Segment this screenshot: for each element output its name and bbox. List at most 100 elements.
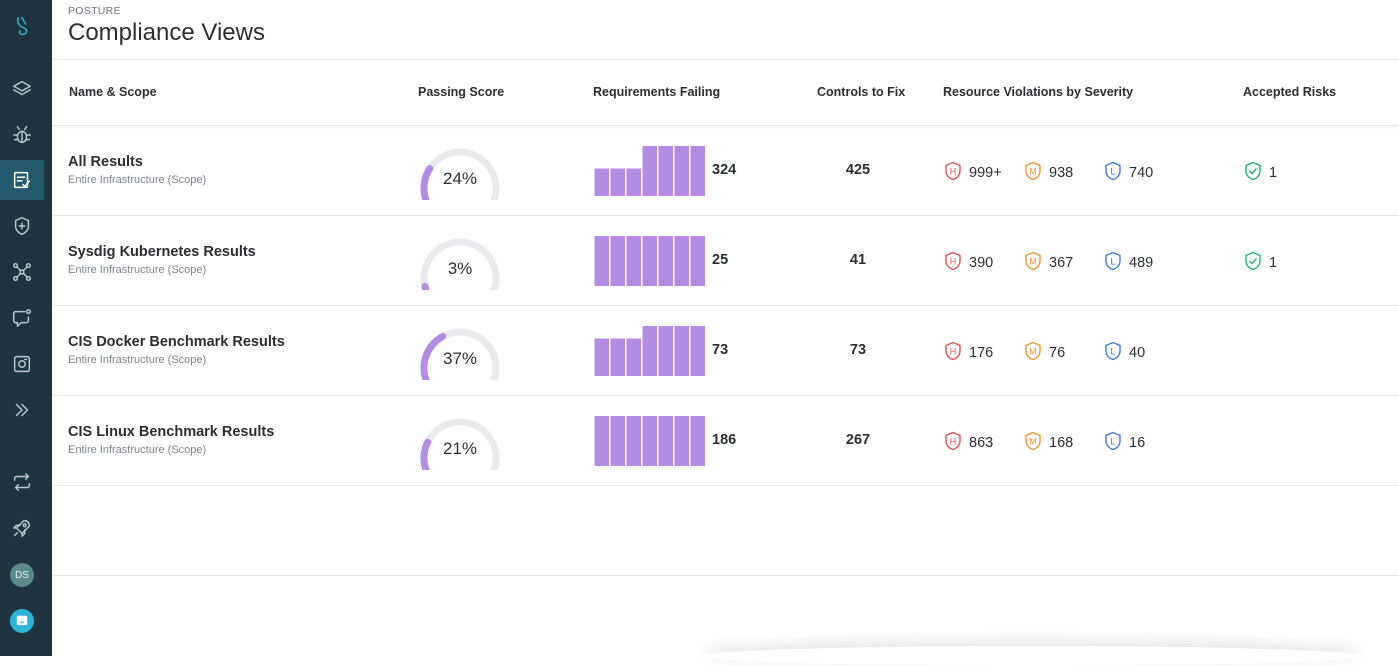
accepted-risks[interactable]: 1 — [1244, 161, 1277, 185]
svg-text:H: H — [950, 257, 957, 267]
gauge-arc — [420, 418, 500, 474]
controls-to-fix-count: 41 — [849, 252, 867, 268]
svg-text:M: M — [1029, 437, 1037, 447]
medium-severity-icon: M — [1024, 341, 1049, 365]
failing-bar — [626, 338, 641, 376]
passing-score-value: 3% — [447, 259, 473, 278]
severity-high[interactable]: H 176 — [944, 341, 993, 365]
chat-alert-icon[interactable] — [0, 298, 44, 338]
severity-low[interactable]: L 40 — [1104, 341, 1145, 365]
row-name[interactable]: CIS Linux Benchmark Results — [68, 424, 275, 440]
page-header: POSTURE Compliance Views — [52, 0, 1399, 60]
severity-high[interactable]: H 390 — [944, 251, 993, 275]
accepted-risks[interactable]: 1 — [1244, 251, 1277, 275]
svg-text:M: M — [1029, 347, 1037, 357]
failing-bar — [626, 168, 641, 196]
passing-score-gauge: 37% — [416, 324, 504, 384]
medium-severity-icon: M — [1024, 161, 1049, 185]
failing-bar — [658, 146, 673, 196]
medium-severity-icon: M — [1024, 431, 1049, 455]
high-count: 390 — [969, 255, 994, 271]
svg-text:L: L — [1110, 437, 1115, 447]
failing-bar — [690, 146, 705, 196]
passing-score-gauge: 24% — [416, 144, 504, 204]
low-count: 40 — [1129, 345, 1146, 361]
chat-icon[interactable] — [10, 609, 34, 633]
bug-icon[interactable] — [0, 115, 44, 155]
failing-bar — [674, 326, 689, 376]
row-scope: Entire Infrastructure (Scope) — [68, 444, 207, 456]
requirements-failing-count: 186 — [712, 432, 737, 448]
failing-bar — [594, 338, 609, 376]
requirements-failing-chart — [594, 416, 705, 466]
col-passing-score[interactable]: Passing Score — [418, 85, 505, 99]
gauge-arc — [420, 328, 500, 384]
controls-to-fix-count: 73 — [849, 342, 867, 358]
failing-bar — [610, 416, 625, 466]
failing-bar — [658, 326, 673, 376]
table-row[interactable]: CIS Linux Benchmark Results Entire Infra… — [52, 396, 1399, 486]
failing-bar — [658, 236, 673, 286]
medium-count: 367 — [1049, 255, 1074, 271]
compliance-icon[interactable] — [0, 160, 44, 200]
shield-plus-icon[interactable] — [0, 206, 44, 246]
low-severity-icon: L — [1104, 251, 1129, 275]
low-count: 740 — [1129, 165, 1154, 181]
row-scope: Entire Infrastructure (Scope) — [68, 354, 207, 366]
failing-bar — [626, 416, 641, 466]
table-row[interactable]: All Results Entire Infrastructure (Scope… — [52, 126, 1399, 216]
col-name-scope[interactable]: Name & Scope — [69, 85, 157, 99]
severity-low[interactable]: L 740 — [1104, 161, 1153, 185]
gauge-fill — [420, 165, 434, 204]
sync-icon[interactable] — [0, 462, 44, 502]
severity-medium[interactable]: M 938 — [1024, 161, 1073, 185]
low-severity-icon: L — [1104, 161, 1129, 185]
expand-icon[interactable] — [0, 390, 44, 430]
failing-bar — [690, 416, 705, 466]
rocket-icon[interactable] — [0, 508, 44, 548]
high-count: 176 — [969, 345, 994, 361]
gauge-fill — [420, 332, 447, 384]
accepted-count: 1 — [1269, 165, 1278, 181]
logo-icon[interactable] — [0, 6, 44, 46]
camera-icon[interactable] — [0, 344, 44, 384]
high-count: 999+ — [969, 165, 1002, 181]
row-name[interactable]: CIS Docker Benchmark Results — [68, 334, 285, 350]
failing-bar — [594, 168, 609, 196]
col-controls-to-fix[interactable]: Controls to Fix — [817, 85, 906, 99]
failing-bar — [626, 236, 641, 286]
col-requirements-failing[interactable]: Requirements Failing — [593, 85, 721, 99]
failing-bar — [674, 146, 689, 196]
col-resource-violations[interactable]: Resource Violations by Severity — [943, 85, 1134, 99]
high-severity-icon: H — [944, 161, 969, 185]
severity-low[interactable]: L 489 — [1104, 251, 1153, 275]
medium-count: 938 — [1049, 165, 1074, 181]
failing-bar — [594, 236, 609, 286]
network-icon[interactable] — [0, 252, 44, 292]
severity-medium[interactable]: M 76 — [1024, 341, 1065, 365]
severity-high[interactable]: H 863 — [944, 431, 993, 455]
severity-medium[interactable]: M 168 — [1024, 431, 1073, 455]
svg-text:H: H — [950, 347, 957, 357]
severity-high[interactable]: H 999+ — [944, 161, 1002, 185]
severity-low[interactable]: L 16 — [1104, 431, 1145, 455]
high-count: 863 — [969, 435, 994, 451]
svg-text:L: L — [1110, 347, 1115, 357]
controls-to-fix-count: 425 — [845, 162, 871, 178]
severity-medium[interactable]: M 367 — [1024, 251, 1073, 275]
low-count: 489 — [1129, 255, 1154, 271]
table-row[interactable]: CIS Docker Benchmark Results Entire Infr… — [52, 306, 1399, 396]
svg-text:L: L — [1110, 257, 1115, 267]
svg-text:M: M — [1029, 257, 1037, 267]
col-accepted-risks[interactable]: Accepted Risks — [1243, 85, 1337, 99]
high-severity-icon: H — [944, 341, 969, 365]
sidebar: DS — [0, 0, 52, 656]
avatar[interactable]: DS — [10, 563, 34, 587]
accepted-shield-icon — [1244, 251, 1269, 275]
layers-icon[interactable] — [0, 69, 44, 109]
table-row[interactable]: Sysdig Kubernetes Results Entire Infrast… — [52, 216, 1399, 306]
row-name[interactable]: All Results — [68, 154, 143, 170]
row-name[interactable]: Sysdig Kubernetes Results — [68, 244, 256, 260]
svg-text:H: H — [950, 437, 957, 447]
passing-score-value: 24% — [442, 169, 478, 188]
